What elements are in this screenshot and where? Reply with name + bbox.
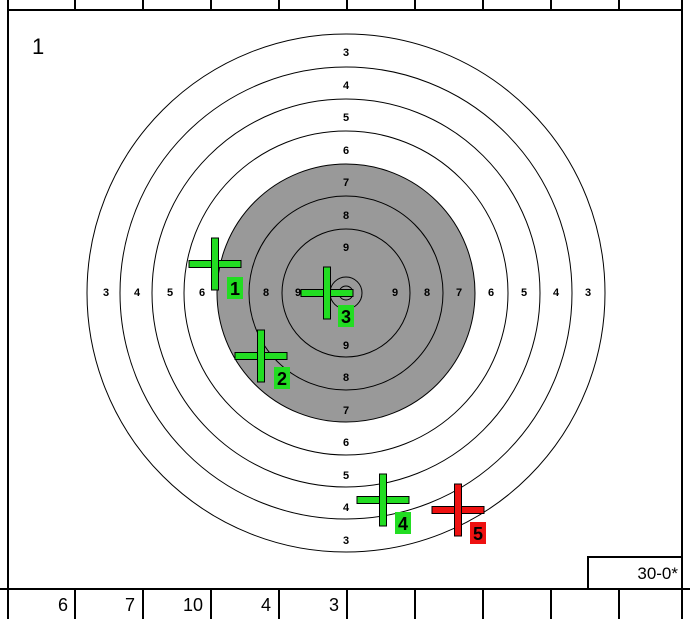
target-ring — [281, 228, 411, 358]
shot-marker: 5 — [431, 483, 486, 544]
score-cell: 7 — [125, 595, 135, 615]
shot-marker: 2 — [234, 329, 290, 389]
target-ring — [119, 66, 573, 520]
score-cell: 3 — [329, 595, 339, 615]
shot-crosshair-core — [380, 497, 386, 503]
ring-label: 5 — [167, 287, 173, 299]
score-cell: 4 — [261, 595, 271, 615]
score-row: 6 7 10 4 3 — [58, 589, 620, 619]
ring-label: 6 — [343, 437, 349, 449]
ring-label: 5 — [343, 112, 349, 124]
ring-label: 4 — [134, 287, 141, 299]
ring-label: 4 — [343, 502, 350, 514]
target-ring — [151, 98, 541, 488]
ring-label: 7 — [456, 287, 462, 299]
shot-tag: 5 — [473, 524, 483, 544]
shot-crosshair-core — [258, 353, 264, 359]
ring-label: 8 — [424, 287, 430, 299]
ring-label: 3 — [103, 287, 109, 299]
total-box — [587, 556, 683, 590]
ring-label: 3 — [343, 47, 349, 59]
target-ring — [248, 195, 444, 391]
target-ring — [86, 33, 606, 553]
shot-marker: 4 — [356, 473, 411, 534]
target-ring — [183, 130, 509, 456]
ring-label: 9 — [343, 242, 349, 254]
card-number: 1 — [32, 34, 44, 59]
ring-label: 3 — [343, 535, 349, 547]
score-cell: 6 — [58, 595, 68, 615]
shot-tag-bg — [395, 512, 411, 534]
shot-tag-bg — [227, 277, 243, 299]
total-score: 30-0* — [637, 564, 678, 583]
ring-label: 4 — [553, 287, 560, 299]
ring-label: 5 — [521, 287, 527, 299]
ring-label: 6 — [488, 287, 494, 299]
ring-label: 6 — [199, 287, 205, 299]
ring-label: 9 — [343, 340, 349, 352]
shot-tag: 4 — [398, 514, 408, 534]
ring-label: 8 — [263, 287, 269, 299]
ring-label: 9 — [295, 287, 301, 299]
shot-crosshair-core — [455, 507, 461, 513]
shot-crosshair-core — [212, 261, 218, 267]
score-cell: 10 — [183, 595, 203, 615]
ring-label: 4 — [343, 80, 350, 92]
ring-label: 8 — [343, 372, 349, 384]
shot-tag: 1 — [230, 279, 240, 299]
ring-label: 7 — [343, 177, 349, 189]
shot-tag: 3 — [341, 307, 351, 327]
shot-tag: 2 — [277, 369, 287, 389]
ring-label: 3 — [585, 287, 591, 299]
shot-marker: 1 — [188, 237, 243, 299]
shot-tag-bg — [338, 305, 354, 327]
ring-label: 9 — [392, 287, 398, 299]
ring-label: 6 — [343, 145, 349, 157]
shot-crosshair-core — [324, 290, 330, 296]
shot-tag-bg — [274, 367, 290, 389]
shot-marker: 3 — [300, 266, 354, 327]
ring-label: 8 — [343, 210, 349, 222]
top-ticks — [8, 0, 682, 11]
shot-markers: 1 2 3 4 5 — [188, 237, 486, 544]
ring-label: 7 — [343, 405, 349, 417]
shot-tag-bg — [470, 522, 486, 544]
ring-label: 5 — [343, 470, 349, 482]
